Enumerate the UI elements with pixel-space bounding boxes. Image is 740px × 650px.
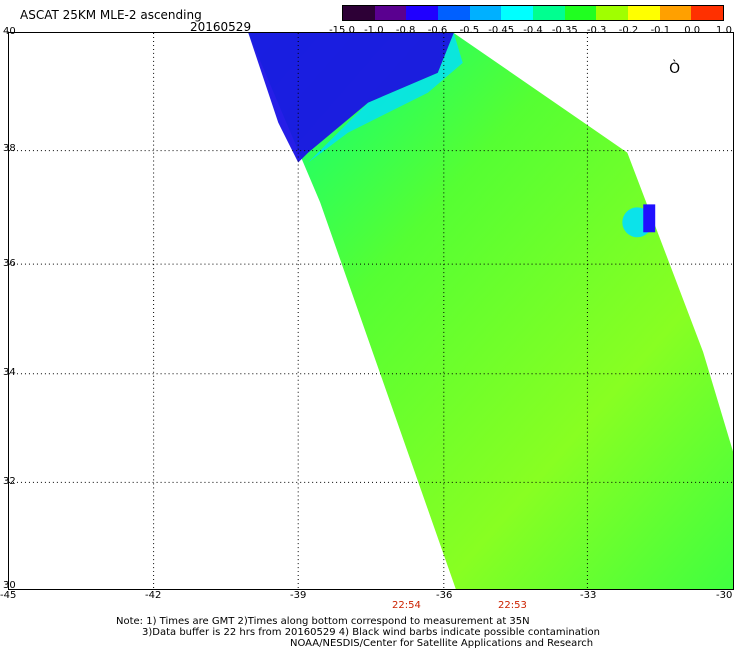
x-label-42: -42 [145,590,162,601]
y-label-36: 36 [3,258,16,269]
colorbar-segment [438,6,470,20]
colorbar-label: -0.35 [551,25,578,36]
note-line-1: Note: 1) Times are GMT 2)Times along bot… [116,616,530,627]
colorbar-label: 1.0 [716,25,732,36]
time-label-2254: 22:54 [392,600,421,611]
y-label-40: 40 [3,26,16,37]
swath-cyan-edge [308,33,463,163]
colorbar-segment [691,6,724,20]
colorbar-segment [374,6,407,20]
colorbar-label: -0.3 [586,25,607,36]
swath-map: Ò [8,32,734,590]
x-label-45: -45 [0,590,17,601]
swath-body [248,33,733,589]
x-label-30: -30 [716,590,733,601]
colorbar-segment [406,6,439,20]
y-label-38: 38 [3,143,16,154]
colorbar-label: -0.8 [395,25,416,36]
colorbar-label: -15.0 [329,25,355,36]
colorbar-label: 0.0 [684,25,701,36]
y-label-34: 34 [3,367,16,378]
colorbar-segment [533,6,565,20]
colorbar-segment [628,6,660,20]
colorbar-label: -0.4 [523,25,543,36]
colorbar-labels: -15.0 -1.0 -0.8 -0.6 -0.5 -0.45 -0.4 -0.35 -0.3-… [320,25,740,39]
swath-blue-patch [248,33,454,163]
x-label-36: -36 [436,590,453,601]
notes-block: Note: 1) Times are GMT 2)Times along bot… [116,616,600,649]
colorbar-label: -0.1 [650,25,671,36]
time-label-2253: 22:53 [498,600,527,611]
note-line-2: 3)Data buffer is 22 hrs from 20160529 4)… [142,627,600,638]
colorbar-segment [596,6,629,20]
map-date: 20160529 [190,20,252,34]
colorbar-label: -0.5 [459,25,480,36]
colorbar-segment [564,6,597,20]
swath-blue-feature [643,204,656,233]
colorbar [342,5,724,21]
y-label-30: 30 [3,580,16,591]
map-title: ASCAT 25KM MLE-2 ascending [20,8,202,22]
colorbar-label: -0.45 [488,25,515,36]
x-label-39: -39 [290,590,307,601]
colorbar-label: -0.2 [618,25,639,36]
colorbar-segment [501,6,534,20]
colorbar-segment [469,6,502,20]
colorbar-label: -1.0 [364,25,384,36]
colorbar-segment [343,6,375,20]
y-label-32: 32 [3,476,16,487]
colorbar-label: -0.6 [427,25,448,36]
small-symbol: Ò [669,59,680,77]
colorbar-segment [659,6,692,20]
note-line-3: NOAA/NESDIS/Center for Satellite Applica… [290,638,594,649]
x-label-33: -33 [580,590,597,601]
